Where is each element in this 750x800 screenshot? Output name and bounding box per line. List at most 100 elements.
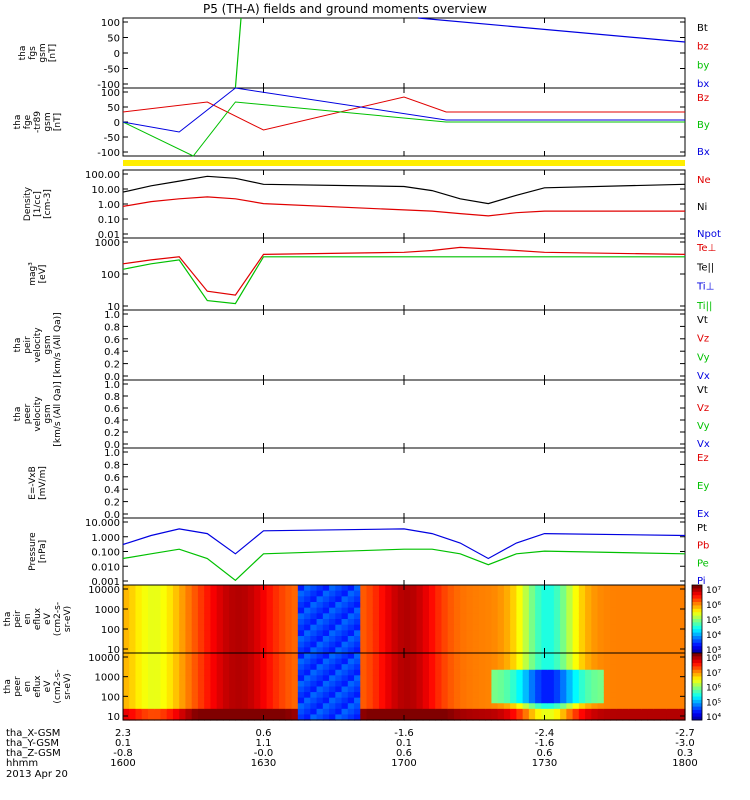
spectrogram-cell xyxy=(585,590,592,597)
spectrogram-cell xyxy=(397,686,405,693)
spectrogram-cell xyxy=(516,630,524,637)
colorbar-segment xyxy=(692,598,702,603)
spectrogram-cell xyxy=(653,692,661,699)
spectrogram-cell xyxy=(428,613,436,620)
spectrogram-cell xyxy=(603,664,611,671)
spectrogram-cell xyxy=(147,658,155,665)
spectrogram-cell xyxy=(460,703,468,710)
spectrogram-cell xyxy=(422,686,430,693)
colorbar-segment xyxy=(692,673,702,677)
spectrogram-cell xyxy=(329,703,336,710)
spectrogram-cell xyxy=(478,708,486,716)
spectrogram-cell xyxy=(166,680,174,688)
spectrogram-cell xyxy=(591,613,599,620)
spectrogram-cell xyxy=(141,647,149,654)
spectrogram-cell xyxy=(435,686,443,693)
spectrogram-cell xyxy=(404,653,411,660)
series-line xyxy=(122,87,685,133)
spectrogram-cell xyxy=(547,636,555,643)
spectrogram-cell xyxy=(229,680,236,688)
spectrogram-cell xyxy=(347,664,355,671)
spectrogram-cell xyxy=(516,585,524,592)
spectrogram-cell xyxy=(678,619,686,626)
spectrogram-cell xyxy=(316,708,324,716)
spectrogram-cell xyxy=(535,680,542,688)
spectrogram-cell xyxy=(347,636,355,643)
panel-frame xyxy=(122,17,686,89)
spectrogram-cell xyxy=(522,590,530,597)
spectrogram-cell xyxy=(447,675,455,682)
spectrogram-cell xyxy=(660,647,667,654)
spectrogram-cell xyxy=(653,653,661,660)
spectrogram-cell xyxy=(641,664,649,671)
spectrogram-cell xyxy=(279,669,286,676)
spectrogram-cell xyxy=(266,653,274,660)
spectrogram-cell xyxy=(416,602,424,609)
spectrogram-cell xyxy=(141,585,149,592)
spectrogram-cell xyxy=(485,596,493,603)
spectrogram-cell xyxy=(166,602,174,609)
spectrogram-cell xyxy=(435,664,443,671)
spectrogram-cell xyxy=(428,680,436,688)
colorbar-tick-label: 10⁷ xyxy=(706,586,721,596)
spectrogram-cell xyxy=(491,596,499,603)
spectrogram-cell xyxy=(485,602,493,609)
spectrogram-cell xyxy=(285,686,293,693)
spectrogram-cell xyxy=(547,658,555,665)
spectrogram-cell xyxy=(166,686,174,693)
spectrogram-cell xyxy=(366,585,374,592)
spectrogram-cell xyxy=(547,680,555,688)
spectrogram-cell xyxy=(285,658,293,665)
spectrogram-cell xyxy=(616,658,624,665)
spectrogram-cell xyxy=(385,680,393,688)
spectrogram-cell xyxy=(160,697,168,704)
legend-label: bx xyxy=(697,79,709,90)
series-line xyxy=(417,17,686,43)
spectrogram-cell xyxy=(603,590,611,597)
spectrogram-cell xyxy=(185,607,193,614)
spectrogram-cell xyxy=(247,596,255,603)
spectrogram-cell xyxy=(322,602,330,609)
spectrogram-cell xyxy=(416,658,424,665)
spectrogram-cell xyxy=(678,602,686,609)
spectrogram-cell xyxy=(285,607,293,614)
spectrogram-cell xyxy=(416,619,424,626)
spectrogram-cell xyxy=(154,636,162,643)
spectrogram-cell xyxy=(123,602,130,609)
spectrogram-cell xyxy=(391,647,399,654)
spectrogram-cell xyxy=(422,697,430,704)
spectrogram-cell xyxy=(641,680,649,688)
spectrogram-cell xyxy=(653,641,661,648)
spectrogram-cell xyxy=(478,680,486,688)
spectrogram-cell xyxy=(472,602,480,609)
spectrogram-cell xyxy=(610,607,617,614)
y-tick-label: 0.4 xyxy=(104,416,120,427)
spectrogram-cell xyxy=(447,613,455,620)
spectrogram-cell xyxy=(147,602,155,609)
spectrogram-cell xyxy=(635,585,642,592)
spectrogram-cell xyxy=(279,630,286,637)
spectrogram-cell xyxy=(247,590,255,597)
spectrogram-cell xyxy=(297,653,305,660)
spectrogram-cell xyxy=(622,607,630,614)
spectrogram-cell xyxy=(197,585,205,592)
spectrogram-cell xyxy=(354,624,361,631)
spectrogram-cell xyxy=(622,680,630,688)
spectrogram-cell xyxy=(235,590,243,597)
spectrogram-cell xyxy=(522,653,530,660)
spectrogram-cell xyxy=(191,590,199,597)
spectrogram-cell xyxy=(460,692,468,699)
panel-frame xyxy=(122,447,686,519)
spectrogram-cell xyxy=(304,703,311,710)
spectrogram-cell xyxy=(266,630,274,637)
spectrogram-cell xyxy=(347,596,355,603)
spectrogram-cell xyxy=(441,647,449,654)
spectrogram-cell xyxy=(628,585,636,592)
spectrogram-cell xyxy=(435,680,443,688)
spectrogram-cell xyxy=(316,653,324,660)
spectrogram-cell xyxy=(322,641,330,648)
spectrogram-cell xyxy=(210,641,218,648)
spectrogram-cell xyxy=(616,624,624,631)
spectrogram-cell xyxy=(516,697,524,704)
spectrogram-cell xyxy=(147,653,155,660)
